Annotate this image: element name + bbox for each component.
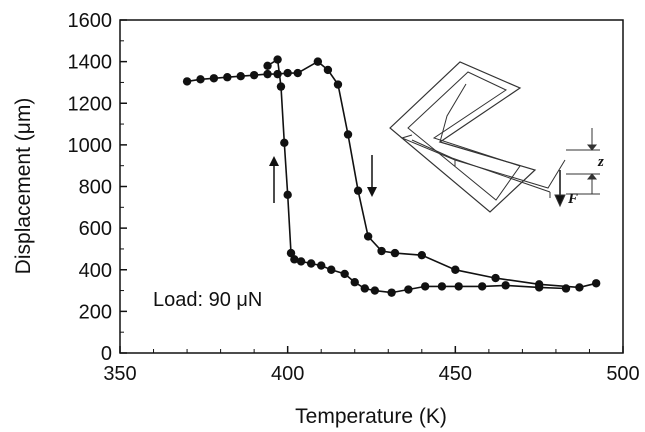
y-tick-label: 800 <box>79 177 112 199</box>
data-point-heating <box>343 130 353 139</box>
data-point-cooling <box>360 284 369 293</box>
data-point-cooling <box>327 265 336 274</box>
data-point-cooling <box>437 282 447 291</box>
data-point-heating <box>196 75 205 84</box>
y-tick-label: 400 <box>79 260 112 282</box>
data-point-cooling <box>296 257 306 266</box>
cantilever-inset <box>389 61 600 213</box>
data-point-heating <box>575 283 584 292</box>
y-tick-label: 0 <box>101 343 112 365</box>
inset-force-label: F <box>567 191 578 207</box>
x-tick-label: 500 <box>606 363 639 385</box>
y-tick-label: 1000 <box>68 135 113 157</box>
inset-z-label: z <box>597 154 604 170</box>
data-point-heating <box>377 246 386 256</box>
data-point-heating <box>323 65 333 75</box>
data-point-cooling <box>404 285 413 294</box>
data-point-heating <box>263 69 272 79</box>
y-tick-label: 1200 <box>68 93 113 115</box>
data-point-cooling <box>561 284 571 293</box>
x-tick-label: 350 <box>103 363 136 385</box>
data-point-heating <box>283 68 292 78</box>
x-tick-label: 400 <box>271 363 304 385</box>
series-line-cooling <box>267 58 567 294</box>
data-point-cooling <box>263 61 272 70</box>
y-tick-label: 1600 <box>68 10 113 32</box>
data-point-cooling <box>290 255 299 264</box>
data-point-cooling <box>273 55 282 64</box>
load-annotation: Load: 90 μN <box>153 289 262 311</box>
y-tick-label: 200 <box>79 301 112 323</box>
series-layer <box>182 55 601 297</box>
data-point-heating <box>591 279 601 288</box>
data-point-cooling <box>477 282 487 291</box>
data-point-heating <box>451 265 460 274</box>
cooling-direction-arrow <box>269 156 279 203</box>
data-point-heating <box>249 70 259 80</box>
data-point-heating <box>363 232 373 241</box>
x-tick-label: 450 <box>439 363 472 385</box>
heating-direction-arrow <box>367 155 377 197</box>
data-point-cooling <box>280 138 289 147</box>
data-point-cooling <box>454 282 463 291</box>
data-point-cooling <box>370 286 380 295</box>
data-point-cooling <box>276 82 286 91</box>
data-point-cooling <box>501 281 510 290</box>
data-point-cooling <box>317 261 326 270</box>
y-tick-label: 1400 <box>68 52 113 74</box>
data-point-heating <box>223 73 232 82</box>
data-point-cooling <box>286 248 296 258</box>
x-axis-label: Temperature (K) <box>295 405 447 428</box>
data-point-cooling <box>350 278 359 287</box>
data-point-heating <box>491 273 500 283</box>
data-point-heating <box>182 77 192 86</box>
data-point-heating <box>417 250 426 260</box>
y-axis-ticks: 0 200 400 600 800 1000 1200 1400 1600 <box>68 10 127 365</box>
data-point-cooling <box>306 259 316 268</box>
data-point-heating <box>313 57 323 66</box>
data-point-heating <box>353 186 363 195</box>
data-point-cooling <box>387 288 396 297</box>
data-point-heating <box>333 80 343 89</box>
data-point-heating <box>209 74 219 83</box>
data-point-heating <box>293 68 302 78</box>
y-tick-label: 600 <box>79 218 112 240</box>
x-axis-ticks: 350 400 450 500 <box>103 346 640 385</box>
y-axis-label: Displacement (μm) <box>12 98 35 275</box>
data-point-heating <box>390 248 400 258</box>
data-point-cooling <box>420 282 430 291</box>
data-point-cooling <box>534 283 544 292</box>
data-point-cooling <box>283 190 292 200</box>
data-point-cooling <box>340 269 349 279</box>
data-point-heating <box>236 71 245 81</box>
